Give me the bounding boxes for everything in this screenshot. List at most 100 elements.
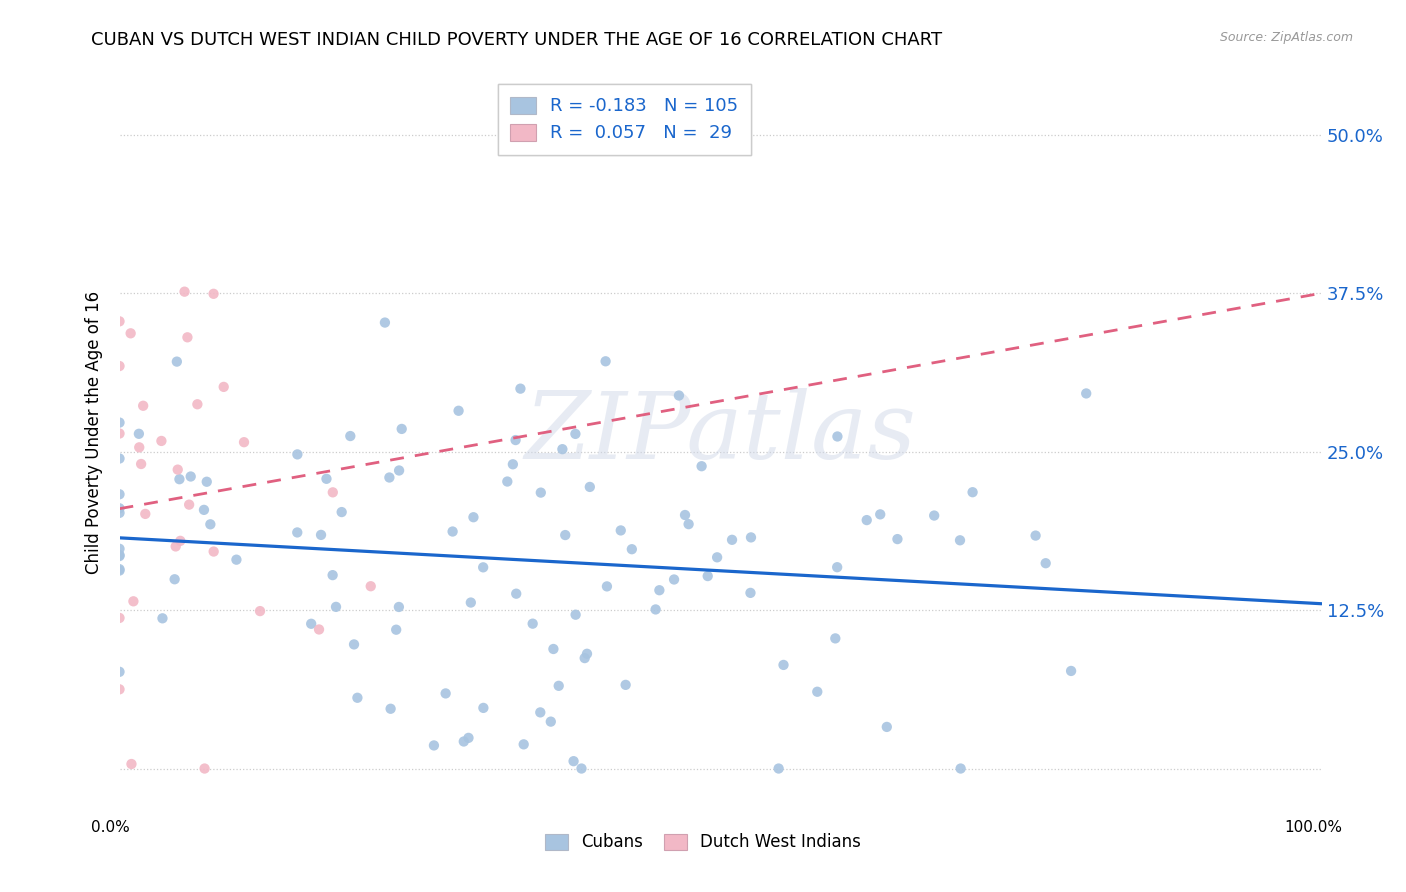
Point — [673, 508, 696, 522]
Point — [108, 548, 131, 562]
Point — [166, 462, 188, 476]
Point — [150, 434, 173, 448]
Point — [423, 739, 446, 753]
Point — [186, 397, 208, 411]
Point — [233, 435, 256, 450]
Point — [540, 714, 562, 729]
Point — [571, 762, 593, 776]
Point — [173, 285, 195, 299]
Point — [772, 657, 794, 672]
Text: ZIPatlas: ZIPatlas — [524, 388, 917, 477]
Text: CUBAN VS DUTCH WEST INDIAN CHILD POVERTY UNDER THE AGE OF 16 CORRELATION CHART: CUBAN VS DUTCH WEST INDIAN CHILD POVERTY… — [91, 31, 942, 49]
Point — [374, 316, 396, 330]
Point — [447, 404, 470, 418]
Point — [309, 528, 332, 542]
Point — [721, 533, 744, 547]
Point — [388, 463, 411, 477]
Point — [132, 399, 155, 413]
Point — [134, 507, 156, 521]
Point — [108, 564, 131, 578]
Point — [108, 541, 131, 556]
Point — [108, 611, 131, 625]
Point — [1060, 664, 1083, 678]
Point — [287, 447, 309, 461]
Point — [166, 354, 188, 368]
Point — [922, 508, 945, 523]
Point — [179, 498, 201, 512]
Point — [460, 595, 482, 609]
Point — [299, 616, 322, 631]
Point — [620, 542, 643, 557]
Point — [453, 734, 475, 748]
Point — [169, 533, 191, 548]
Point — [380, 702, 402, 716]
Point — [378, 470, 401, 484]
Legend: R = -0.183   N = 105, R =  0.057   N =  29: R = -0.183 N = 105, R = 0.057 N = 29 — [498, 84, 751, 155]
Point — [325, 599, 347, 614]
Point — [128, 441, 150, 455]
Point — [869, 508, 891, 522]
Point — [827, 429, 849, 443]
Point — [388, 599, 411, 614]
Point — [662, 573, 685, 587]
Point — [285, 525, 308, 540]
Point — [385, 623, 408, 637]
Point — [564, 426, 586, 441]
Point — [706, 550, 728, 565]
Point — [543, 642, 565, 657]
Point — [108, 426, 131, 441]
Point — [128, 426, 150, 441]
Point — [876, 720, 898, 734]
Point — [193, 503, 215, 517]
Text: 100.0%: 100.0% — [1285, 821, 1343, 835]
Point — [457, 731, 479, 745]
Point — [855, 513, 877, 527]
Point — [108, 451, 131, 466]
Point — [108, 487, 131, 501]
Point — [441, 524, 464, 539]
Legend: Cubans, Dutch West Indians: Cubans, Dutch West Indians — [534, 823, 872, 862]
Point — [949, 762, 972, 776]
Point — [322, 485, 344, 500]
Point — [614, 678, 637, 692]
Point — [1025, 528, 1047, 542]
Point — [668, 388, 690, 402]
Point — [249, 604, 271, 618]
Point — [176, 330, 198, 344]
Point — [194, 762, 217, 776]
Point — [120, 757, 142, 772]
Point — [496, 475, 519, 489]
Point — [825, 560, 848, 574]
Point — [120, 326, 142, 341]
Point — [575, 647, 598, 661]
Point — [696, 569, 718, 583]
Point — [322, 568, 344, 582]
Point — [195, 475, 218, 489]
Point — [108, 314, 131, 328]
Point — [1076, 386, 1098, 401]
Point — [472, 560, 495, 574]
Point — [122, 594, 145, 608]
Point — [690, 459, 713, 474]
Point — [886, 532, 908, 546]
Point — [530, 485, 553, 500]
Point — [644, 602, 666, 616]
Point — [502, 457, 524, 471]
Point — [343, 637, 366, 651]
Point — [547, 679, 569, 693]
Point — [740, 530, 762, 544]
Point — [315, 472, 337, 486]
Point — [202, 286, 225, 301]
Point — [108, 416, 131, 430]
Point — [529, 706, 551, 720]
Point — [554, 528, 576, 542]
Point — [180, 469, 202, 483]
Point — [824, 632, 846, 646]
Point — [574, 651, 596, 665]
Point — [129, 457, 152, 471]
Point — [509, 382, 531, 396]
Point — [596, 579, 619, 593]
Point — [512, 737, 534, 751]
Point — [108, 665, 131, 679]
Point — [740, 586, 762, 600]
